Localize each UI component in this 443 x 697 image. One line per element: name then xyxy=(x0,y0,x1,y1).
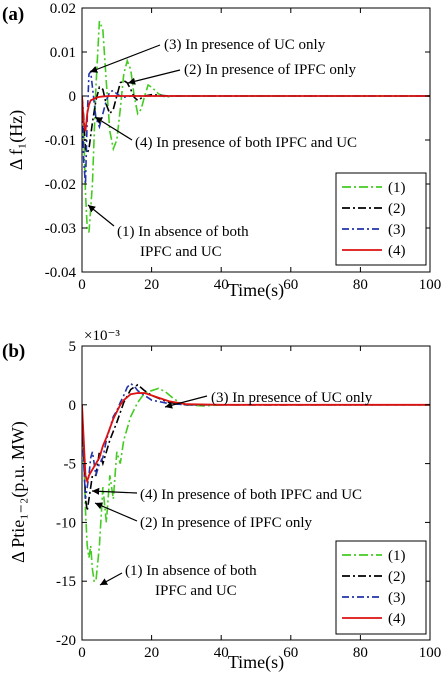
annotation-text: (1) In absence of both xyxy=(125,563,257,579)
x-tick-label: 60 xyxy=(283,277,298,293)
series-line-2 xyxy=(82,383,430,511)
annotation-arrow xyxy=(91,487,138,495)
y-tick-label: 5 xyxy=(69,339,77,355)
x-axis-label: Time(s) xyxy=(228,280,284,301)
x-tick-label: 40 xyxy=(214,645,229,661)
x-tick-label: 80 xyxy=(353,277,368,293)
y-tick-label: -0.03 xyxy=(45,221,76,237)
x-axis-label: Time(s) xyxy=(228,652,284,673)
y-tick-label: -0.01 xyxy=(45,133,76,149)
x-tick-label: 80 xyxy=(353,645,368,661)
panel-label: (b) xyxy=(2,341,25,362)
annotation-arrow xyxy=(94,502,138,522)
annotation-text: (3) In presence of UC only xyxy=(211,390,373,406)
x-tick-label: 0 xyxy=(78,277,86,293)
y-tick-label: 0 xyxy=(69,398,77,414)
legend-label-1: (1) xyxy=(388,180,406,196)
legend-label-3: (3) xyxy=(388,222,406,238)
y-tick-label: -15 xyxy=(56,574,76,590)
series-group xyxy=(82,20,430,233)
y-tick-label: -0.02 xyxy=(45,177,76,193)
y-tick-label: -20 xyxy=(56,633,76,649)
annotation-arrow xyxy=(94,116,133,141)
legend-label-3: (3) xyxy=(388,590,406,606)
x-tick-label: 40 xyxy=(214,277,229,293)
x-tick-label: 100 xyxy=(419,645,442,661)
x-tick-label: 100 xyxy=(419,277,442,293)
annotation-arrow xyxy=(127,69,181,85)
legend-label-1: (1) xyxy=(388,548,406,564)
y-tick-label: 0.02 xyxy=(50,1,76,17)
legend: (1) (2) (3) (4) xyxy=(335,540,427,635)
annotation-arrow xyxy=(164,395,208,409)
legend-label-2: (2) xyxy=(388,569,406,585)
annotation-text: (2) In presence of IPFC only xyxy=(140,515,313,531)
x-tick-label: 20 xyxy=(144,277,159,293)
panel-label: (a) xyxy=(2,4,24,25)
y-axis-label: Δ f₁(Hz) xyxy=(6,110,27,170)
annotation-arrow xyxy=(87,204,115,227)
annotation-text: IPFC and UC xyxy=(155,583,237,599)
x-tick-label: 60 xyxy=(283,645,298,661)
annotation-arrow xyxy=(89,44,161,73)
legend-label-4: (4) xyxy=(388,243,406,259)
legend-label-2: (2) xyxy=(388,201,406,217)
y-tick-label: 0.01 xyxy=(50,45,76,61)
annotation-text: (4) In presence of both IPFC and UC xyxy=(140,487,362,503)
y-tick-label: 0 xyxy=(69,89,77,105)
legend: (1) (2) (3) (4) xyxy=(335,172,427,266)
plot-frame xyxy=(81,345,431,641)
x-tick-label: 20 xyxy=(144,645,159,661)
series-line-4 xyxy=(82,392,430,485)
y-tick-label: -10 xyxy=(56,515,76,531)
y-axis-label: Δ Ptie₁₋₂(p.u. MW) xyxy=(8,421,29,563)
series-line-4 xyxy=(82,95,430,132)
y-tick-label: -5 xyxy=(64,457,77,473)
y-exponent-label: ×10⁻³ xyxy=(84,328,120,344)
annotation-arrow xyxy=(99,572,123,586)
y-tick-label: -0.04 xyxy=(45,265,77,281)
annotation-text: IPFC and UC xyxy=(140,244,222,260)
annotation-text: (1) In absence of both xyxy=(117,224,249,240)
annotation-text: (4) In presence of both IPFC and UC xyxy=(135,135,357,151)
series-line-3 xyxy=(82,69,430,185)
annotation-text: (3) In presence of UC only xyxy=(164,37,326,53)
legend-label-4: (4) xyxy=(388,611,406,627)
chart-panel-0: 0 20 40 60 80 100 0.02 0.01 0 -0.01 -0.02 -0.03 -0.0… xyxy=(2,1,441,301)
x-tick-label: 0 xyxy=(78,645,86,661)
chart-panel-1: 0 20 40 60 80 100 5 0 -5 -10 -15 -20 ×10⁻³ Time(s) Δ P… xyxy=(2,328,441,673)
annotation-text: (2) In presence of IPFC only xyxy=(184,62,357,78)
